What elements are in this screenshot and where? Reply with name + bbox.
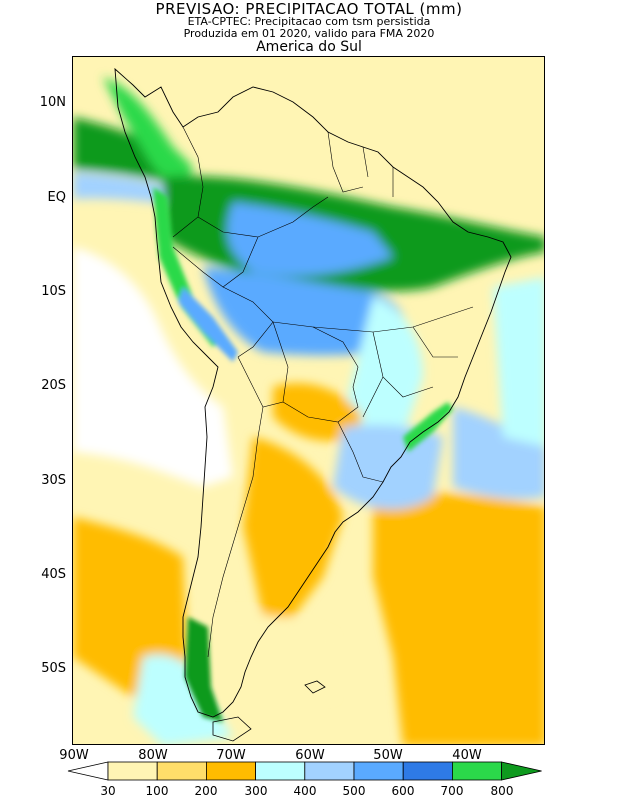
- scale-label-30: 30: [100, 784, 116, 798]
- south-pacific-orange: [73, 517, 188, 697]
- scale-label-600: 600: [391, 784, 415, 798]
- scale-label-200: 200: [194, 784, 218, 798]
- south-america-coastline: [114, 67, 512, 718]
- scale-label-800: 800: [490, 784, 514, 798]
- lat-label-10s: 10S: [41, 284, 66, 299]
- scale-swatch: [205, 761, 256, 781]
- scale-label-400: 400: [293, 784, 317, 798]
- scale-label-300: 300: [244, 784, 268, 798]
- lat-label-40s: 40S: [41, 567, 66, 582]
- map-title: PREVISAO: PRECIPITACAO TOTAL (mm): [155, 0, 463, 18]
- atlantic-cyan-zone: [493, 277, 544, 447]
- scale-swatch: [156, 761, 207, 781]
- map-canvas: [73, 57, 544, 744]
- atlantic-blue-zone: [453, 407, 544, 499]
- lon-label-50w: 50W: [373, 748, 403, 763]
- patagonia-wet-cyan: [133, 654, 233, 744]
- patagonia-zone: [213, 613, 333, 697]
- serra-do-mar-green: [403, 402, 453, 452]
- atlantic-orange-zone: [373, 492, 544, 744]
- scale-swatch: [255, 761, 306, 781]
- scale-swatch: [107, 761, 158, 781]
- amazon-blue-zone: [227, 202, 393, 277]
- falkland-islands: [304, 680, 326, 694]
- map-subtitle-validity: Produzida em 01 2020, valido para FMA 20…: [183, 27, 435, 40]
- tierra-del-fuego: [212, 716, 252, 742]
- scale-label-500: 500: [342, 784, 366, 798]
- patagonia-green-strip: [185, 617, 223, 722]
- lon-label-60w: 60W: [295, 748, 325, 763]
- scale-swatch: [353, 761, 404, 781]
- country-borders: [172, 126, 474, 658]
- lon-label-80w: 80W: [138, 748, 168, 763]
- lon-label-40w: 40W: [452, 748, 482, 763]
- argentina-orange-zone: [243, 437, 343, 617]
- scale-arrow-high: [501, 761, 542, 781]
- lon-label-70w: 70W: [216, 748, 246, 763]
- colombia-wet-zone: [103, 77, 193, 197]
- andes-blue-strip: [178, 287, 238, 362]
- central-brazil-cyan: [343, 297, 423, 441]
- andes-green-strip: [153, 187, 223, 347]
- map-subtitle-model: ETA-CPTEC: Precipitacao com tsm persisti…: [187, 15, 431, 28]
- pacific-dry-zone: [73, 247, 233, 487]
- lat-label-50s: 50S: [41, 661, 66, 676]
- lon-label-90w: 90W: [59, 748, 89, 763]
- southern-brazil-blue: [333, 425, 443, 510]
- precipitation-map: [72, 56, 545, 745]
- scale-swatch: [304, 761, 355, 781]
- scale-label-700: 700: [440, 784, 464, 798]
- map-region-title: America do Sul: [256, 39, 362, 55]
- lat-label-eq: EQ: [47, 190, 66, 205]
- scale-swatch: [451, 761, 502, 781]
- scale-label-100: 100: [145, 784, 169, 798]
- lat-label-30s: 30S: [41, 473, 66, 488]
- scale-arrow-low: [67, 761, 109, 781]
- scale-swatch: [402, 761, 453, 781]
- lat-label-10n: 10N: [39, 95, 66, 110]
- lat-label-20s: 20S: [41, 378, 66, 393]
- central-brazil-blue: [203, 267, 407, 356]
- color-scale-bar: [67, 761, 542, 781]
